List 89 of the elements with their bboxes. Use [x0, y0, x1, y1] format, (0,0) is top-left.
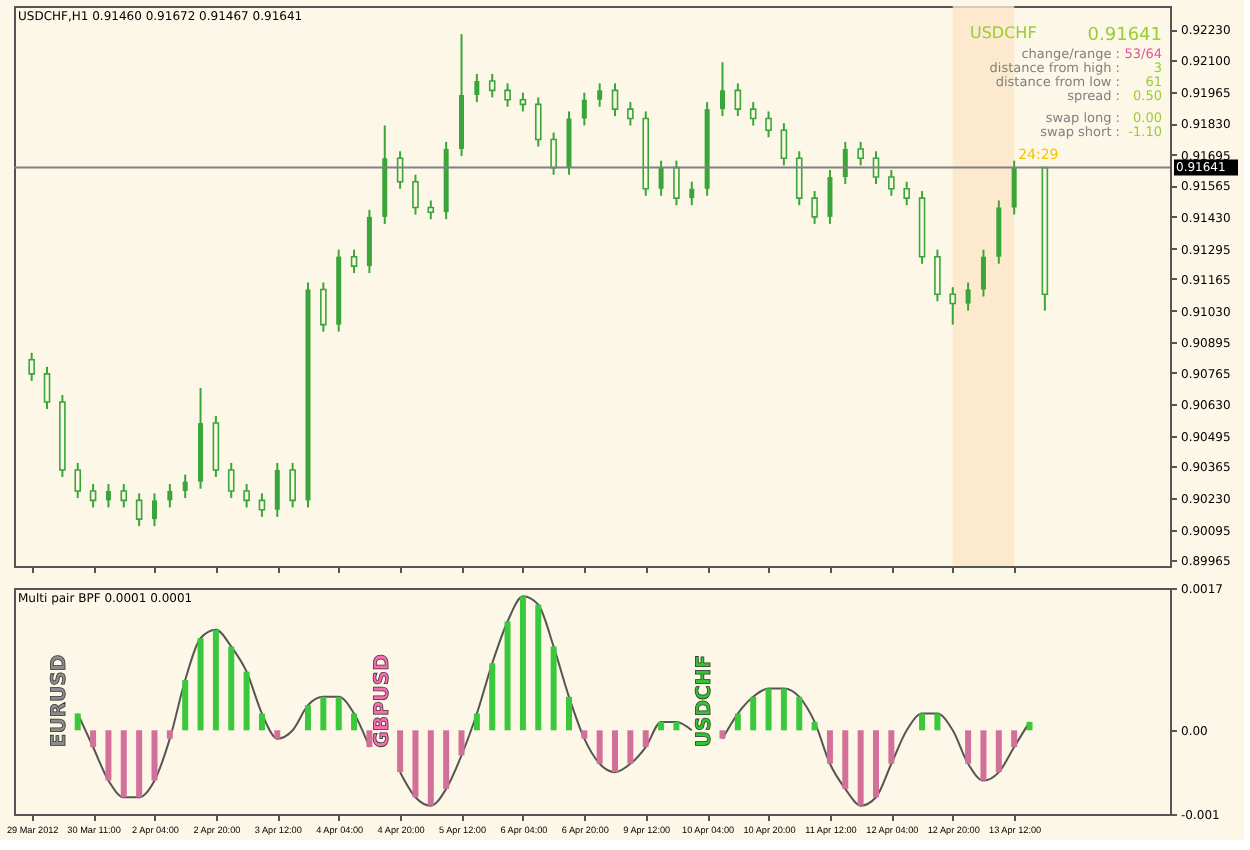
text: EURUSD [49, 654, 72, 748]
bar [351, 713, 358, 731]
candlestick [320, 281, 327, 333]
line-series [721, 687, 1031, 807]
bar [212, 629, 219, 731]
candlestick [289, 461, 296, 509]
candlestick [135, 492, 143, 528]
candlestick [658, 159, 664, 197]
candlestick [151, 492, 157, 528]
candlestick [89, 482, 97, 509]
bar [995, 730, 1002, 773]
bar [397, 730, 404, 773]
candlestick [949, 286, 957, 326]
bar [412, 730, 419, 798]
bar [320, 696, 327, 731]
candlestick [427, 199, 435, 221]
annotation: USDCHF [970, 24, 1038, 42]
bar [826, 730, 833, 764]
line-series [76, 628, 371, 799]
bar [888, 730, 895, 764]
candlestick [689, 180, 695, 207]
candlestick [765, 110, 772, 139]
bar [228, 646, 235, 731]
candlestick [965, 281, 971, 312]
bar [627, 730, 634, 764]
text: USDCHF [694, 654, 717, 748]
candlestick [488, 72, 496, 99]
bar [719, 730, 726, 739]
candlestick [673, 159, 680, 207]
candlestick [734, 82, 742, 118]
bar [873, 730, 879, 798]
bar [335, 696, 342, 731]
candlestick [811, 190, 818, 225]
annotation: 0.91641 [1087, 26, 1162, 46]
bar [596, 730, 603, 764]
candlestick [888, 169, 895, 197]
line-series [399, 595, 693, 807]
bar [857, 730, 864, 806]
bar [612, 730, 619, 773]
bar [443, 730, 450, 789]
candlestick [504, 82, 511, 108]
candlestick [749, 101, 757, 127]
candlestick [550, 131, 557, 176]
candlestick [827, 169, 833, 225]
candlestick [980, 248, 986, 298]
candlestick [627, 101, 634, 127]
candlestick [719, 61, 725, 118]
bar [74, 713, 81, 731]
candlestick [795, 150, 803, 207]
text: GBPUSD [371, 654, 394, 748]
candlestick [274, 461, 280, 518]
candlestick [534, 96, 542, 148]
bar [980, 730, 987, 781]
candlestick [611, 82, 619, 118]
bar [581, 730, 588, 739]
bar [258, 713, 265, 731]
candlestick [474, 72, 480, 104]
candlestick [934, 248, 941, 303]
candlestick [28, 351, 35, 382]
candlestick [182, 473, 188, 500]
candlestick [857, 140, 864, 167]
candlestick [412, 173, 419, 216]
candlestick [903, 180, 910, 207]
bar [305, 705, 311, 731]
bar [197, 638, 204, 731]
bar [965, 730, 972, 764]
candlestick [74, 461, 82, 500]
bar [427, 730, 434, 806]
candlestick [581, 91, 587, 127]
candlestick [167, 482, 173, 509]
candlestick [1011, 159, 1017, 216]
candlestick [120, 482, 128, 509]
candlestick [350, 248, 358, 275]
bar [1011, 730, 1018, 748]
bar [182, 680, 189, 731]
candlestick [105, 482, 111, 509]
candlestick [519, 91, 527, 113]
candlestick [227, 461, 235, 500]
bar [642, 730, 649, 748]
candlestick [43, 365, 51, 411]
candlestick [597, 82, 603, 108]
candlestick [243, 482, 250, 509]
candlestick [258, 492, 266, 518]
candlestick [780, 122, 788, 167]
candlestick [212, 415, 220, 478]
bar [842, 730, 849, 789]
candlestick [842, 140, 848, 186]
bar [458, 730, 465, 756]
bar [243, 671, 250, 731]
